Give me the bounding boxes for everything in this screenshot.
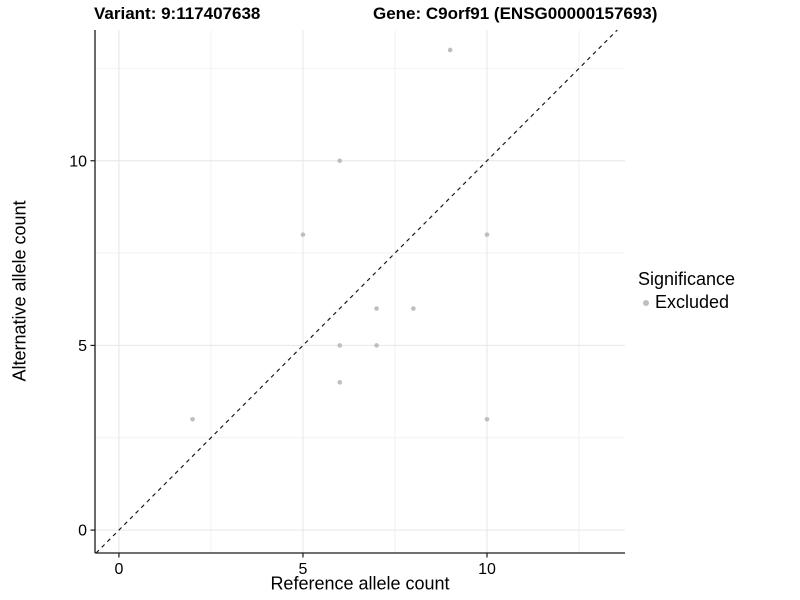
x-tick-label: 0 xyxy=(114,561,123,578)
data-point xyxy=(300,232,306,237)
gene-title: Gene: C9orf91 (ENSG00000157693) xyxy=(373,4,658,23)
y-tick-labels: 0 5 10 xyxy=(69,153,87,539)
y-tick-label: 5 xyxy=(78,338,87,355)
identity-line-group xyxy=(95,29,618,554)
excluded-point-swatch xyxy=(643,299,649,306)
y-axis-label: Alternative allele count xyxy=(9,200,30,382)
data-point xyxy=(337,380,343,385)
data-points xyxy=(190,47,490,422)
identity-line xyxy=(95,29,618,554)
data-point xyxy=(411,306,416,311)
legend: Significance Excluded xyxy=(638,269,735,313)
tick-marks xyxy=(90,160,488,558)
data-point xyxy=(337,343,343,348)
axis-lines xyxy=(94,30,625,554)
x-axis-label: Reference allele count xyxy=(270,573,450,594)
major-gridlines xyxy=(95,30,625,553)
legend-item-label: Excluded xyxy=(655,292,730,312)
x-tick-label: 10 xyxy=(478,561,496,578)
data-point xyxy=(484,232,490,237)
minor-gridlines xyxy=(95,30,625,553)
legend-item-excluded: Excluded xyxy=(638,292,735,313)
data-point xyxy=(447,47,453,53)
data-point xyxy=(374,343,379,348)
x-tick-labels: 0 5 10 xyxy=(114,561,496,578)
y-tick-label: 0 xyxy=(78,523,87,540)
legend-title: Significance xyxy=(638,269,736,289)
data-point xyxy=(337,158,343,164)
data-point xyxy=(190,416,195,422)
variant-title: Variant: 9:117407638 xyxy=(94,4,261,23)
data-point xyxy=(374,306,379,311)
data-point xyxy=(484,416,490,422)
x-tick-label: 5 xyxy=(298,561,307,578)
y-tick-label: 10 xyxy=(69,153,87,170)
